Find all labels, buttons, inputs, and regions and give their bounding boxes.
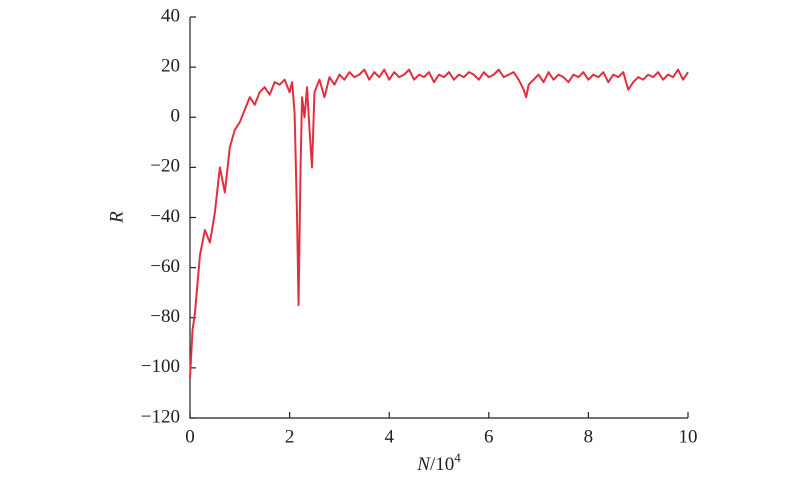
- x-label-base: N: [416, 454, 431, 475]
- y-tick-label: 0: [171, 106, 181, 127]
- y-tick-label: 20: [161, 55, 180, 76]
- y-axis-label: R: [106, 211, 127, 224]
- x-tick-label: 6: [484, 426, 494, 447]
- y-tick-label: −100: [141, 356, 180, 377]
- y-tick-label: −80: [150, 306, 180, 327]
- x-label-exponent: 4: [454, 450, 461, 465]
- x-axis-label: N/104: [416, 450, 461, 475]
- y-tick-label: 40: [161, 5, 180, 26]
- x-tick-label: 4: [384, 426, 394, 447]
- x-tick-label: 2: [285, 426, 295, 447]
- x-tick-label: 0: [185, 426, 195, 447]
- y-tick-label: −60: [150, 256, 180, 277]
- x-label-rest: /10: [430, 454, 454, 475]
- axes: [189, 17, 688, 419]
- y-tick-label: −120: [141, 406, 180, 427]
- x-tick-label: 10: [679, 426, 698, 447]
- x-tick-label: 8: [584, 426, 594, 447]
- y-tick-label: −40: [150, 206, 180, 227]
- y-tick-label: −20: [150, 156, 180, 177]
- data-line: [189, 68, 689, 378]
